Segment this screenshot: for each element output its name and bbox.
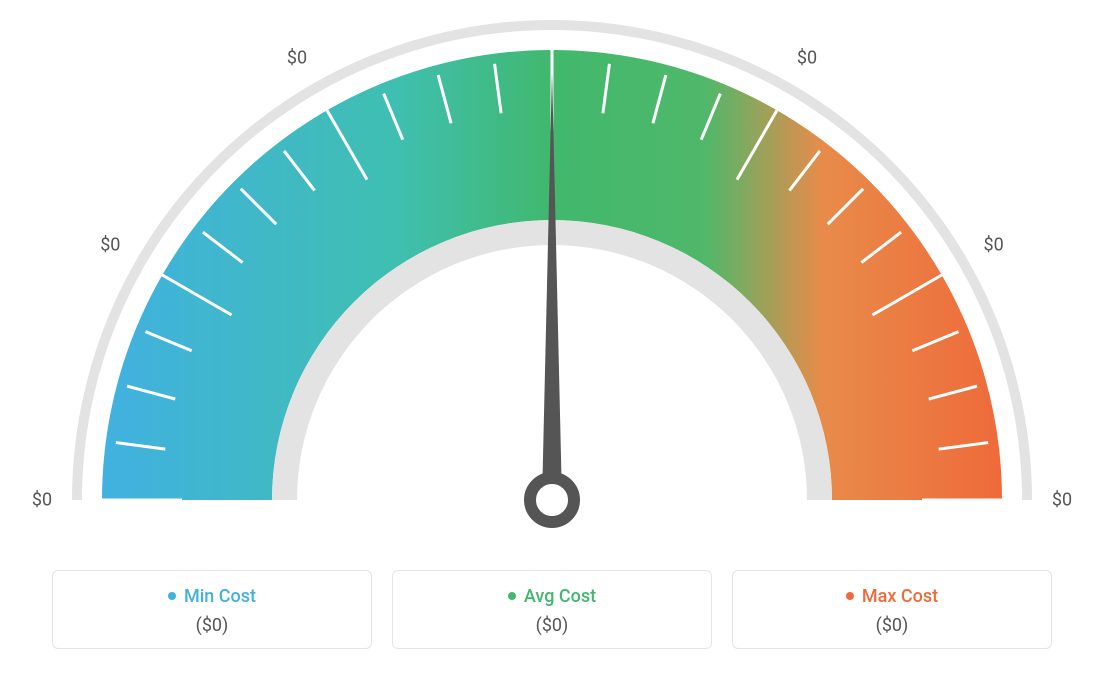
legend-card-min: Min Cost ($0) <box>52 570 372 649</box>
legend-row: Min Cost ($0) Avg Cost ($0) Max Cost ($0… <box>0 570 1104 649</box>
legend-label-min: Min Cost <box>184 586 256 607</box>
legend-label-avg: Avg Cost <box>524 586 596 607</box>
legend-card-max: Max Cost ($0) <box>732 570 1052 649</box>
gauge-svg <box>0 0 1104 560</box>
legend-card-avg: Avg Cost ($0) <box>392 570 712 649</box>
gauge-tick-label: $0 <box>32 490 52 511</box>
legend-value-max: ($0) <box>751 615 1033 636</box>
gauge-tick-label: $0 <box>984 235 1004 256</box>
legend-value-min: ($0) <box>71 615 353 636</box>
legend-dot-max <box>846 592 854 600</box>
gauge-tick-label: $0 <box>542 0 562 1</box>
gauge-tick-label: $0 <box>100 235 120 256</box>
legend-dot-avg <box>508 592 516 600</box>
gauge-tick-label: $0 <box>287 48 307 69</box>
gauge-chart: $0 $0 $0 $0 $0 $0 $0 <box>0 0 1104 560</box>
legend-label-max: Max Cost <box>862 586 938 607</box>
legend-value-avg: ($0) <box>411 615 693 636</box>
gauge-tick-label: $0 <box>797 48 817 69</box>
legend-dot-min <box>168 592 176 600</box>
gauge-tick-label: $0 <box>1052 490 1072 511</box>
